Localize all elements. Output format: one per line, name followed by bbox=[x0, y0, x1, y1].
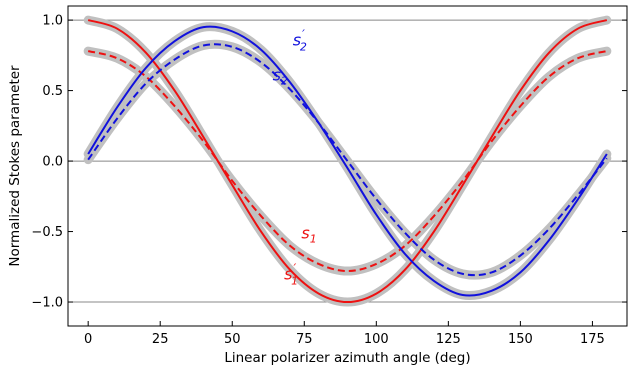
series-lines bbox=[87, 19, 608, 304]
plot-area-frame bbox=[67, 5, 628, 327]
y-axis-label: Normalized Stokes parameter bbox=[7, 65, 23, 267]
y-tick-label: 1.0 bbox=[42, 14, 63, 29]
x-tick-label: 175 bbox=[580, 332, 605, 347]
series-line-1 bbox=[87, 19, 608, 304]
series-label-s1-prime: s′ 1 bbox=[284, 261, 298, 287]
x-tick-label: 75 bbox=[296, 332, 313, 347]
series-labels: s′ 1 s1 s′ 2 s2 bbox=[273, 27, 317, 287]
y-tick-label: 0.0 bbox=[42, 155, 63, 170]
x-tick-label: 25 bbox=[152, 332, 169, 347]
x-tick-label: 0 bbox=[84, 332, 92, 347]
series-line-4 bbox=[87, 43, 608, 277]
y-axis-ticks: 1.0 0.5 0.0 −0.5 −1.0 bbox=[31, 14, 627, 311]
x-axis-label: Linear polarizer azimuth angle (deg) bbox=[224, 350, 470, 366]
y-tick-label: −0.5 bbox=[31, 225, 63, 240]
y-tick-label: 0.5 bbox=[42, 84, 63, 99]
series-label-s2-prime: s′ 2 bbox=[293, 27, 307, 53]
series-label-s2: s2 bbox=[273, 66, 288, 88]
series-line-3 bbox=[87, 25, 608, 297]
series-label-s1: s1 bbox=[301, 224, 316, 246]
x-axis-ticks: 0 25 50 75 100 125 150 175 bbox=[84, 321, 605, 347]
y-tick-label: −1.0 bbox=[31, 296, 63, 311]
x-tick-label: 125 bbox=[436, 332, 461, 347]
x-tick-label: 100 bbox=[364, 332, 389, 347]
x-tick-label: 150 bbox=[508, 332, 533, 347]
x-tick-label: 50 bbox=[224, 332, 241, 347]
series-line-2 bbox=[87, 50, 608, 273]
